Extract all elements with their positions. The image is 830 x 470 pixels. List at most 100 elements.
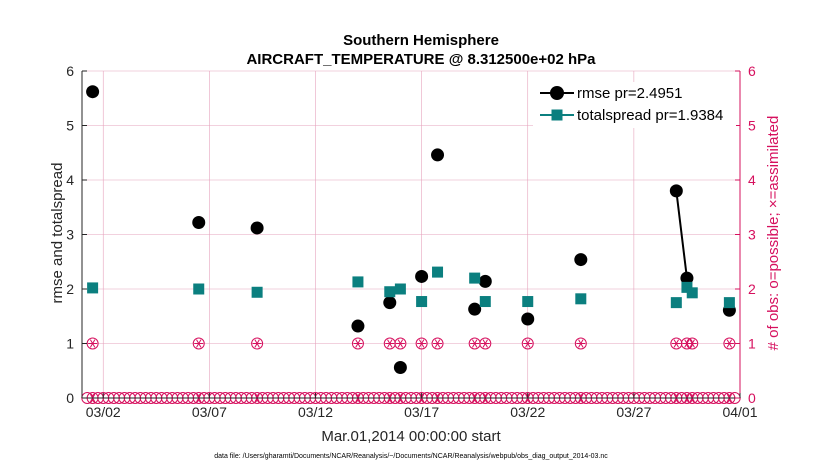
obs-asterisk-stroke [254,339,260,348]
x-tick-label: 03/02 [86,404,121,420]
obs-asterisk-stroke [525,339,531,348]
rmse-point [574,253,588,267]
legend-rmse-label: rmse pr=2.4951 [577,85,682,102]
obs-circle [251,337,264,350]
obs-circle [415,337,428,350]
x-tick-label: 04/01 [722,404,757,420]
obs-asterisk-stroke [196,339,202,348]
obs-circle [686,337,699,350]
obs-asterisk-stroke [434,339,441,348]
rmse-point [431,148,445,162]
obs-asterisk-stroke [726,339,733,348]
obs-circle [394,337,407,350]
y-tick-right-label: 6 [748,63,756,79]
totalspread-point [193,283,205,295]
totalspread-point [469,272,481,284]
rmse-point [478,274,492,288]
legend-totalspread-label: totalspread pr=1.9384 [577,107,723,124]
totalspread-point [352,276,364,288]
obs-assimilated-marker [431,337,444,350]
y-tick-label: 4 [66,172,74,188]
legend: rmse pr=2.4951 totalspread pr=1.9384 [533,82,736,128]
obs-assimilated-marker [670,337,683,350]
y-tick-label: 6 [66,63,74,79]
obs-circle [86,337,99,350]
x-axis-label: Mar.01,2014 00:00:00 start [321,428,501,445]
obs-assimilated-marker [415,337,428,350]
legend-rmse-marker [550,86,564,100]
rmse-point [250,221,264,235]
y-tick-label: 3 [66,227,74,243]
obs-assimilated-marker [192,337,205,350]
y-tick-label: 1 [66,336,74,352]
obs-asterisk-stroke [397,339,404,348]
obs-asterisk-stroke [355,339,361,348]
rmse-point [351,319,365,333]
y-axis-right-label: # of obs: o=possible; ×=assimilated [765,116,782,351]
totalspread-point [723,297,735,309]
chart-subtitle: AIRCRAFT_TEMPERATURE @ 8.312500e+02 hPa [246,51,596,68]
obs-asterisk-stroke [673,339,680,348]
obs-asterisk-stroke [89,339,96,348]
rmse-point [680,271,694,285]
x-tick-label: 03/17 [404,404,439,420]
y-axis-label: rmse and totalspread [49,163,66,304]
obs-asterisk-stroke [418,339,425,348]
totalspread-point [394,283,406,295]
totalspread-point [432,266,444,278]
rmse-point [383,296,397,310]
obs-asterisk-stroke [689,339,695,348]
y-tick-label: 5 [66,118,74,134]
rmse-point [192,216,206,230]
totalspread-point [575,293,587,305]
totalspread-point [251,286,263,298]
totalspread-point [87,282,99,294]
totalspread-point [479,296,491,308]
obs-assimilated-marker [686,337,699,350]
y-tick-label: 2 [66,281,74,297]
totalspread-point [384,286,396,298]
y-tick-right-label: 3 [748,227,756,243]
obs-assimilated-marker [521,337,534,350]
obs-assimilated-marker [351,337,364,350]
obs-circle [574,337,587,350]
obs-assimilated-marker [251,337,264,350]
y-tick-right-label: 5 [748,118,756,134]
obs-asterisk-stroke [578,339,584,348]
obs-assimilated-marker [86,337,99,350]
totalspread-point [670,297,682,309]
obs-circle [521,337,534,350]
data-file-footnote: data file: /Users/gharamti/Documents/NCA… [214,453,608,460]
totalspread-point [686,287,698,299]
y-tick-right-label: 0 [748,390,756,406]
rmse-point [468,302,482,316]
obs-circle [479,337,492,350]
x-tick-label: 03/12 [298,404,333,420]
obs-assimilated-marker [394,337,407,350]
obs-assimilated-marker [723,337,736,350]
rmse-point [521,312,535,326]
obs-circle [723,337,736,350]
obs-asterisk-stroke [482,339,488,348]
chart-title: Southern Hemisphere [343,32,499,49]
obs-assimilated-marker [479,337,492,350]
rmse-point [86,85,100,99]
x-tick-label: 03/22 [510,404,545,420]
totalspread-point [522,296,534,308]
obs-circle [192,337,205,350]
rmse-point [669,184,683,198]
x-tick-label: 03/27 [616,404,651,420]
legend-totalspread-marker [551,109,563,121]
axes: 0 1 2 3 4 5 6 0 1 2 3 4 5 6 03/02 03/07 03/12 03/17 03/22 0… [66,63,758,420]
x-tick-label: 03/07 [192,404,227,420]
obs-asterisk-stroke [471,339,478,348]
rmse-point [393,360,407,374]
obs-asterisk-stroke [387,339,393,348]
obs-circle [431,337,444,350]
series-layer [81,85,741,404]
obs-circle [351,337,364,350]
obs-assimilated-marker [468,337,481,350]
totalspread-point [416,296,428,308]
obs-assimilated-marker [574,337,587,350]
